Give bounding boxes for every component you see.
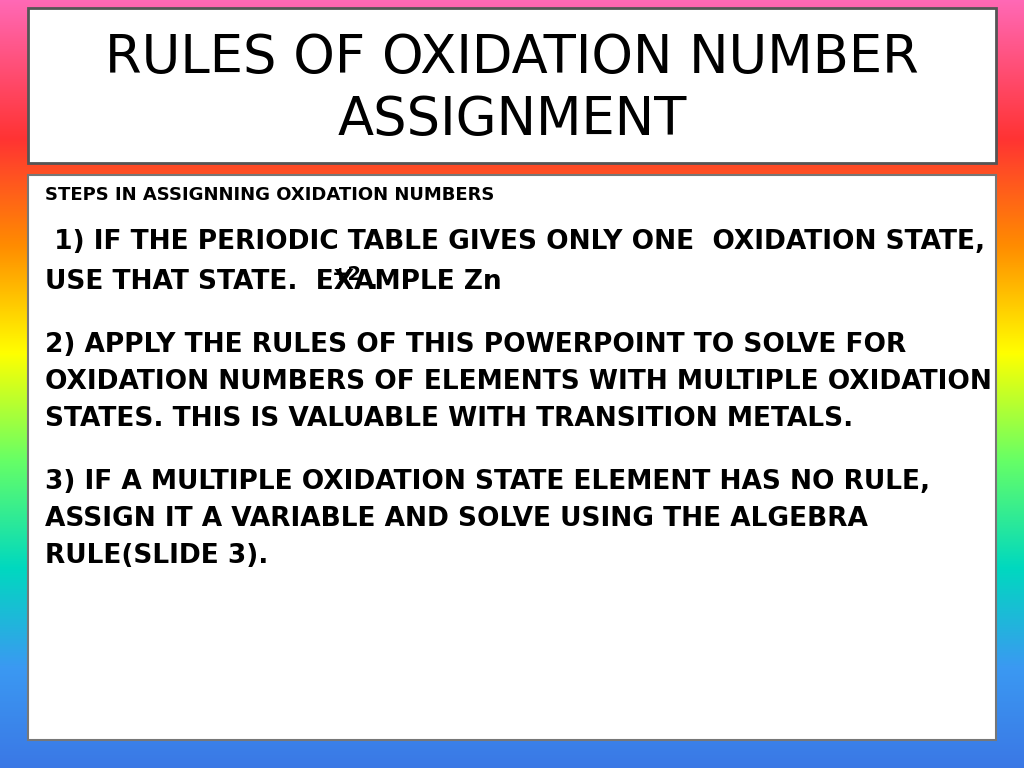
Text: ASSIGN IT A VARIABLE AND SOLVE USING THE ALGEBRA: ASSIGN IT A VARIABLE AND SOLVE USING THE… [45, 506, 868, 532]
Text: RULES OF OXIDATION NUMBER: RULES OF OXIDATION NUMBER [105, 31, 919, 84]
Text: 1) IF THE PERIODIC TABLE GIVES ONLY ONE  OXIDATION STATE,: 1) IF THE PERIODIC TABLE GIVES ONLY ONE … [45, 229, 985, 255]
FancyBboxPatch shape [28, 8, 996, 163]
Text: RULE(SLIDE 3).: RULE(SLIDE 3). [45, 543, 268, 569]
Text: 2) APPLY THE RULES OF THIS POWERPOINT TO SOLVE FOR: 2) APPLY THE RULES OF THIS POWERPOINT TO… [45, 332, 906, 358]
Text: ASSIGNMENT: ASSIGNMENT [337, 94, 687, 146]
Text: STATES. THIS IS VALUABLE WITH TRANSITION METALS.: STATES. THIS IS VALUABLE WITH TRANSITION… [45, 406, 853, 432]
Text: OXIDATION NUMBERS OF ELEMENTS WITH MULTIPLE OXIDATION: OXIDATION NUMBERS OF ELEMENTS WITH MULTI… [45, 369, 992, 395]
Text: 3) IF A MULTIPLE OXIDATION STATE ELEMENT HAS NO RULE,: 3) IF A MULTIPLE OXIDATION STATE ELEMENT… [45, 469, 930, 495]
FancyBboxPatch shape [28, 175, 996, 740]
Text: +2: +2 [332, 266, 361, 284]
Text: .: . [350, 269, 378, 295]
Text: USE THAT STATE.  EXAMPLE Zn: USE THAT STATE. EXAMPLE Zn [45, 269, 502, 295]
Text: STEPS IN ASSIGNNING OXIDATION NUMBERS: STEPS IN ASSIGNNING OXIDATION NUMBERS [45, 186, 495, 204]
